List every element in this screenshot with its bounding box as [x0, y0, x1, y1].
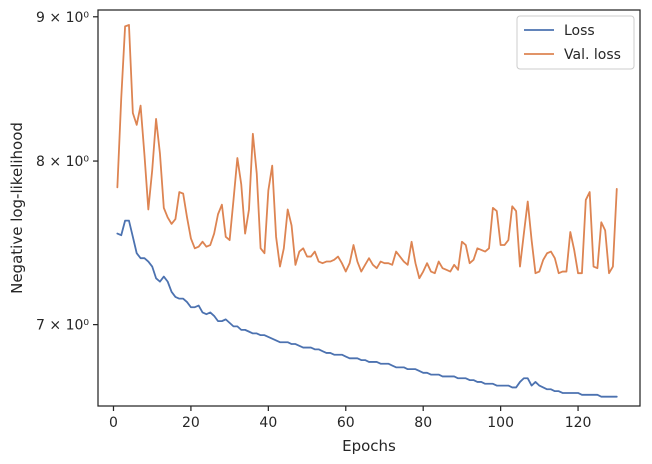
x-tick-label: 120 — [565, 415, 592, 431]
x-tick-label: 20 — [182, 415, 200, 431]
plot-background — [98, 10, 640, 406]
legend-label-val-loss: Val. loss — [564, 47, 621, 63]
plot-frame — [97, 9, 641, 407]
x-tick-label: 0 — [109, 415, 118, 431]
x-tick-label: 100 — [487, 415, 514, 431]
y-tick-label: 8 × 10⁰ — [36, 154, 89, 170]
x-tick-label: 40 — [259, 415, 277, 431]
y-axis-ticks: 7 × 10⁰ 8 × 10⁰ 9 × 10⁰ — [36, 10, 98, 334]
legend: Loss Val. loss — [516, 15, 635, 70]
x-axis-label: Epochs — [342, 437, 396, 455]
y-tick-label: 7 × 10⁰ — [36, 318, 89, 334]
series-line-val-loss — [116, 24, 618, 280]
legend-label-loss: Loss — [564, 23, 595, 39]
series-layer — [116, 24, 618, 398]
x-axis-ticks: 0 20 40 60 80 100 120 — [109, 406, 591, 431]
y-tick-label: 9 × 10⁰ — [36, 10, 89, 26]
y-axis-label: Negative log-likelihood — [8, 122, 26, 294]
x-tick-label: 60 — [337, 415, 355, 431]
series-line-loss — [116, 219, 618, 398]
x-tick-label: 80 — [414, 415, 432, 431]
